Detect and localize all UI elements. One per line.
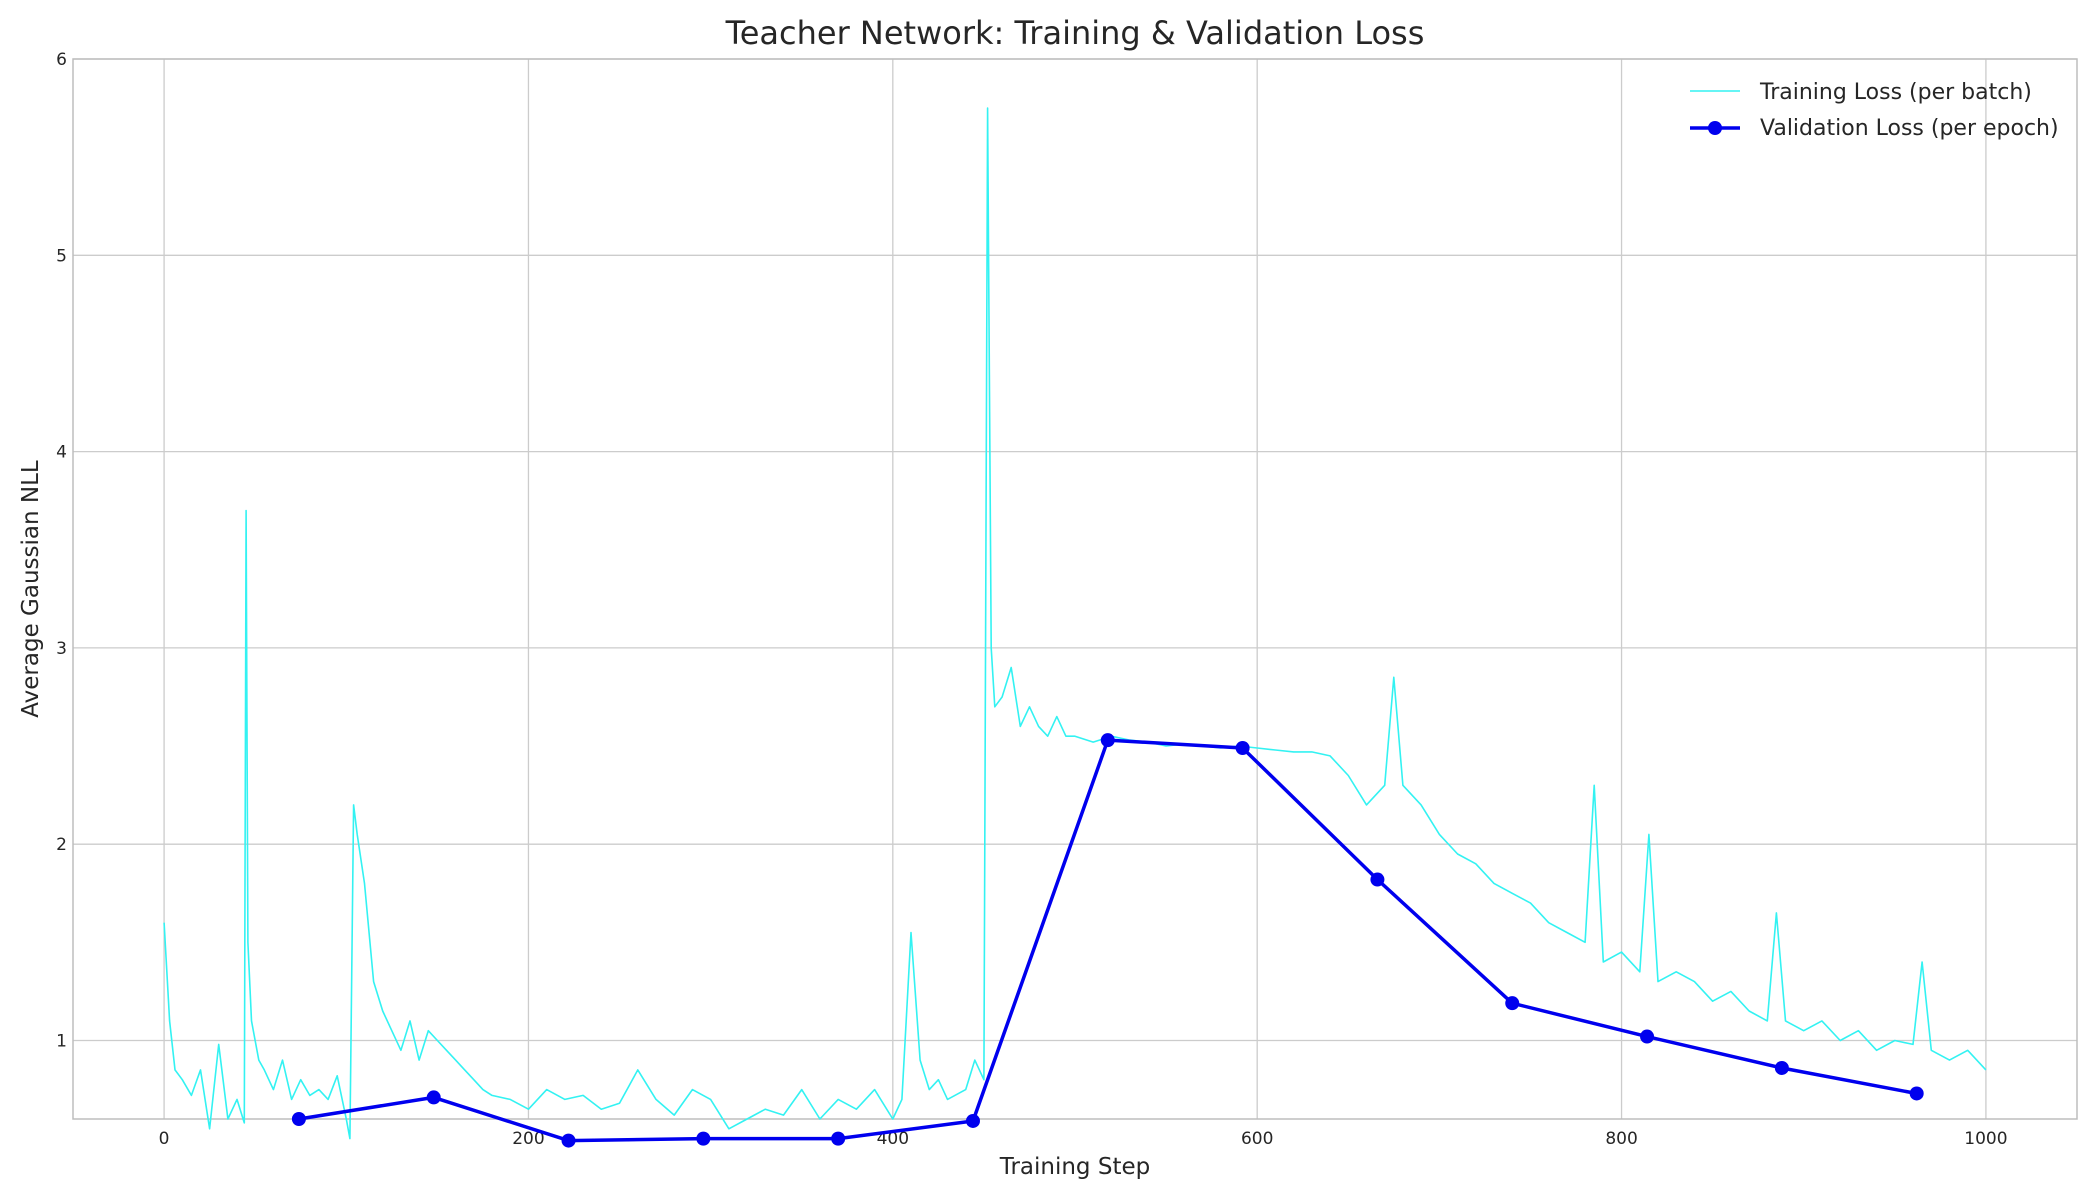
legend: Training Loss (per batch) Validation Los…: [1690, 80, 2059, 141]
validation-loss-point: [1370, 872, 1385, 887]
series-layer: [163, 107, 1987, 1148]
plot-frame: [72, 58, 2078, 1120]
legend-training-label: Training Loss (per batch): [1759, 80, 2032, 105]
y-tick-label: 2: [56, 835, 67, 855]
validation-loss-point: [1505, 996, 1520, 1011]
chart-title: Teacher Network: Training & Validation L…: [725, 14, 1425, 52]
y-tick-label: 3: [56, 639, 67, 659]
validation-loss-point: [1100, 733, 1115, 748]
validation-loss-point: [1909, 1086, 1924, 1101]
x-tick-label: 200: [512, 1129, 544, 1149]
y-tick-label: 5: [56, 246, 67, 266]
validation-loss-point: [1235, 741, 1250, 755]
y-tick-label: 6: [56, 50, 67, 70]
x-tick-label: 0: [159, 1129, 170, 1149]
y-axis-label: Average Gaussian NLL: [18, 460, 44, 718]
x-tick-label: 1000: [1964, 1129, 2007, 1149]
validation-loss-point: [831, 1131, 846, 1146]
x-tick-labels: 0 200 400 600 800 1000: [159, 1129, 2008, 1149]
validation-loss-point: [965, 1113, 980, 1128]
validation-loss-point: [561, 1133, 576, 1148]
x-tick-label: 800: [1605, 1129, 1637, 1149]
y-tick-label: 1: [56, 1031, 67, 1051]
validation-loss-point: [1640, 1029, 1655, 1044]
y-tick-label: 4: [56, 443, 67, 463]
grid-lines: [73, 58, 2077, 1119]
validation-loss-point: [426, 1090, 441, 1105]
training-loss-line: [163, 107, 1987, 1140]
validation-loss-point: [1774, 1060, 1789, 1075]
validation-loss-point: [696, 1131, 711, 1146]
x-tick-label: 600: [1241, 1129, 1273, 1149]
y-tick-labels: 1 2 3 4 5 6: [56, 50, 67, 1051]
validation-loss-point: [291, 1112, 306, 1126]
x-axis-label: Training Step: [999, 1154, 1150, 1180]
validation-loss-line: [298, 738, 1918, 1143]
legend-validation-label: Validation Loss (per epoch): [1760, 116, 2059, 141]
legend-validation-marker: [1708, 121, 1722, 135]
